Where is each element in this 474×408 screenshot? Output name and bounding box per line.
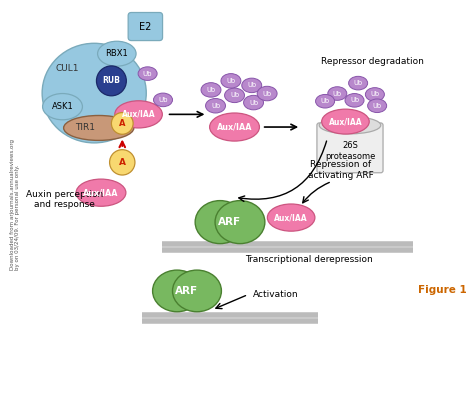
Ellipse shape — [138, 67, 157, 80]
Text: Ub: Ub — [263, 91, 272, 97]
Text: Ub: Ub — [158, 97, 168, 103]
Text: Ub: Ub — [373, 103, 382, 109]
Ellipse shape — [173, 270, 221, 312]
Text: Aux/IAA: Aux/IAA — [274, 213, 308, 222]
Text: Ub: Ub — [143, 71, 152, 77]
Ellipse shape — [215, 201, 265, 244]
FancyBboxPatch shape — [317, 123, 383, 173]
Ellipse shape — [368, 99, 387, 113]
Ellipse shape — [328, 87, 347, 100]
Text: 26S
proteasome: 26S proteasome — [325, 141, 375, 161]
Text: ARF: ARF — [219, 217, 242, 227]
Ellipse shape — [64, 115, 134, 140]
Ellipse shape — [257, 86, 277, 101]
Text: Ub: Ub — [207, 87, 216, 93]
Text: Downloaded from arjournals.annualreviews.org
by on 03/24/09. For personal use on: Downloaded from arjournals.annualreviews… — [9, 138, 20, 270]
Text: CUL1: CUL1 — [55, 64, 79, 73]
Text: A: A — [119, 119, 126, 128]
Ellipse shape — [42, 43, 146, 143]
Ellipse shape — [345, 93, 364, 107]
Text: Aux/IAA: Aux/IAA — [217, 122, 252, 131]
Text: ASK1: ASK1 — [52, 102, 73, 111]
Ellipse shape — [206, 98, 226, 113]
Circle shape — [111, 113, 133, 134]
Text: Aux/IAA: Aux/IAA — [122, 110, 155, 119]
Ellipse shape — [365, 88, 384, 101]
Text: RUB: RUB — [102, 76, 120, 85]
Ellipse shape — [267, 204, 315, 231]
Ellipse shape — [201, 83, 221, 97]
Ellipse shape — [244, 95, 264, 110]
Ellipse shape — [153, 270, 201, 312]
Ellipse shape — [348, 76, 368, 90]
Text: Ub: Ub — [249, 100, 258, 106]
Ellipse shape — [225, 88, 245, 102]
Ellipse shape — [154, 93, 173, 106]
Text: RBX1: RBX1 — [105, 49, 128, 58]
Circle shape — [109, 150, 135, 175]
Text: Ub: Ub — [350, 98, 359, 103]
Ellipse shape — [319, 117, 381, 134]
Text: Ub: Ub — [320, 98, 329, 104]
FancyBboxPatch shape — [128, 13, 163, 40]
Ellipse shape — [242, 78, 262, 93]
Text: Ub: Ub — [354, 80, 363, 86]
Ellipse shape — [76, 179, 126, 206]
Text: E2: E2 — [139, 22, 152, 31]
Text: Ub: Ub — [227, 78, 236, 84]
Text: Auxin perception
and response: Auxin perception and response — [26, 190, 103, 209]
Ellipse shape — [115, 101, 162, 128]
Text: Figure 1: Figure 1 — [418, 285, 466, 295]
Ellipse shape — [322, 109, 369, 134]
Text: ARF: ARF — [175, 286, 199, 296]
Ellipse shape — [221, 73, 241, 88]
Text: Ub: Ub — [211, 103, 220, 109]
Ellipse shape — [98, 41, 136, 66]
FancyArrowPatch shape — [239, 141, 327, 202]
Text: Aux/IAA: Aux/IAA — [328, 117, 362, 126]
Circle shape — [97, 66, 127, 96]
Text: Repression of
activating ARF: Repression of activating ARF — [308, 160, 374, 180]
Ellipse shape — [43, 93, 82, 120]
Ellipse shape — [195, 201, 245, 244]
Ellipse shape — [210, 113, 259, 141]
Text: Repressor degradation: Repressor degradation — [321, 58, 424, 67]
Text: Ub: Ub — [370, 91, 380, 98]
Text: Activation: Activation — [253, 290, 298, 299]
Text: Ub: Ub — [333, 91, 342, 97]
Text: Ub: Ub — [230, 92, 239, 98]
Text: A: A — [119, 158, 126, 167]
Text: Ub: Ub — [247, 82, 256, 89]
Text: Aux/IAA: Aux/IAA — [83, 188, 119, 197]
Text: Transcriptional derepression: Transcriptional derepression — [246, 255, 373, 264]
Text: TIR1: TIR1 — [75, 124, 95, 133]
Ellipse shape — [316, 94, 335, 108]
